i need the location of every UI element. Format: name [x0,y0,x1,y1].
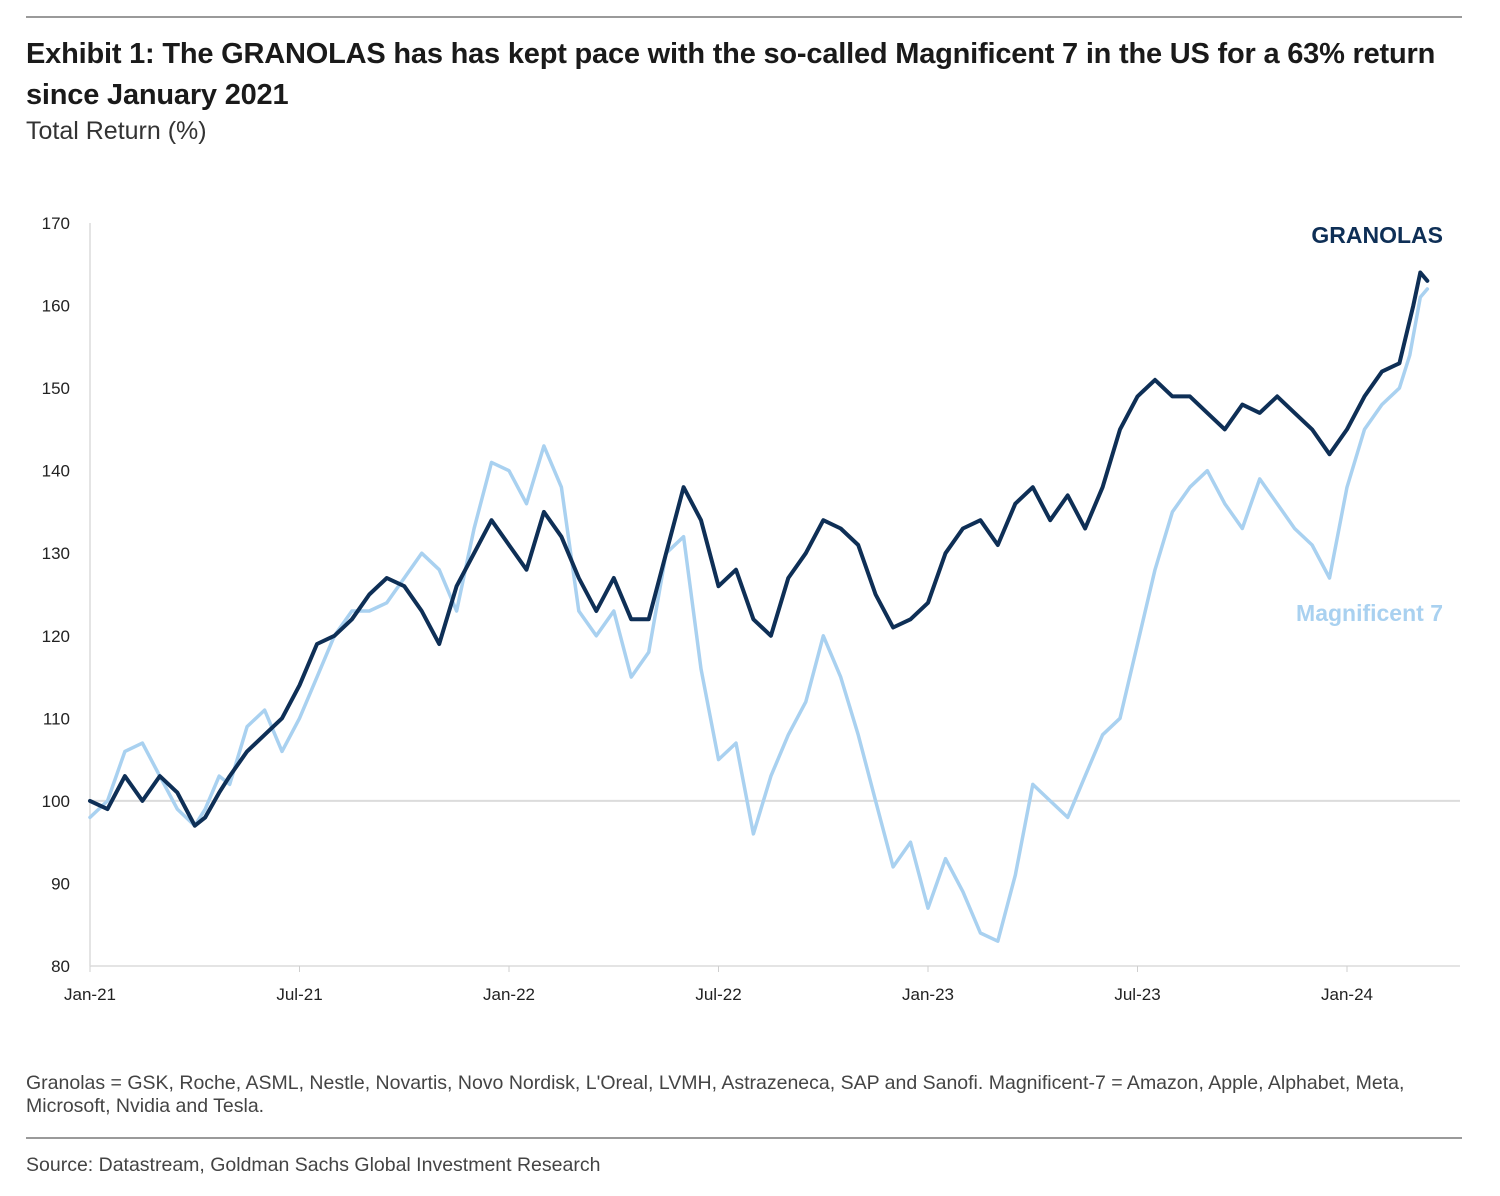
y-tick-label: 90 [51,874,70,893]
x-tick-label: Jul-22 [695,985,741,1004]
x-tick-label: Jan-23 [902,985,954,1004]
footnote: Granolas = GSK, Roche, ASML, Nestle, Nov… [26,1072,1405,1117]
y-tick-label: 80 [51,957,70,976]
series-line-magnificent-7 [88,287,1430,943]
y-tick-label: 150 [42,379,70,398]
y-tick-label: 100 [42,792,70,811]
chart-series [88,270,1430,943]
exhibit-title: Exhibit 1: The GRANOLAS has has kept pac… [26,38,1436,111]
chart-subtitle: Total Return (%) [26,117,207,145]
series-label-granolas: GRANOLAS [1311,222,1443,248]
chart-axes: 80 90 100 110 120 130 140 150 160 170 Jan-21 Jul-21… [42,214,1460,1004]
x-tick-label: Jan-22 [483,985,535,1004]
bottom-rule [26,1137,1462,1139]
x-tick-label: Jan-21 [64,985,116,1004]
top-rule [26,16,1462,18]
y-tick-label: 110 [43,709,70,728]
y-tick-label: 160 [42,297,70,316]
series-label-magnificent-7: Magnificent 7 [1296,600,1443,626]
y-tick-label: 140 [42,462,70,481]
x-tick-label: Jul-23 [1114,985,1160,1004]
y-tick-label: 130 [42,544,70,563]
chart-series-labels: GRANOLAS Magnificent 7 [1296,222,1443,626]
x-tick-label: Jul-21 [276,985,322,1004]
line-chart: 80 90 100 110 120 130 140 150 160 170 Jan-21 Jul-21… [42,214,1460,1004]
y-tick-label: 170 [42,214,70,233]
x-tick-label: Jan-24 [1321,985,1373,1004]
y-tick-label: 120 [42,627,70,646]
source-note: Source: Datastream, Goldman Sachs Global… [26,1154,601,1176]
series-line-granolas [88,270,1430,828]
